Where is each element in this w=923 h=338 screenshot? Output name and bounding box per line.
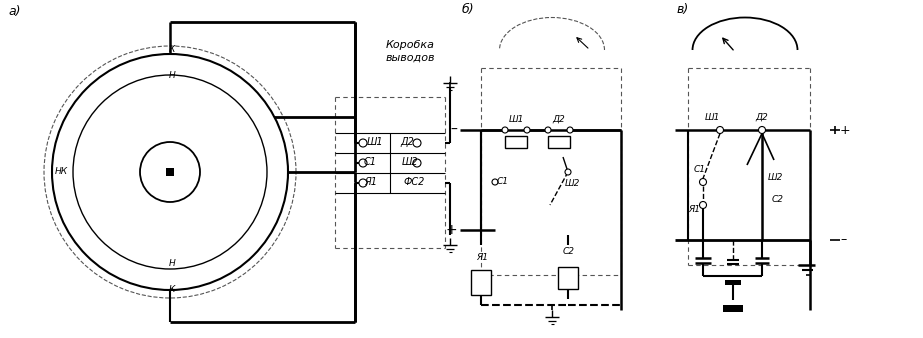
Text: Д2: Д2	[553, 115, 566, 123]
Circle shape	[545, 127, 551, 133]
Circle shape	[413, 159, 421, 167]
Text: Я1: Я1	[476, 252, 488, 262]
Circle shape	[524, 127, 530, 133]
Text: –: –	[450, 123, 457, 137]
Text: К: К	[169, 286, 175, 294]
Circle shape	[359, 139, 367, 147]
Text: Ш2: Ш2	[402, 157, 418, 167]
Text: С2: С2	[563, 247, 575, 257]
Bar	[166, 168, 174, 176]
Text: С2: С2	[772, 195, 784, 204]
Text: выводов: выводов	[385, 53, 435, 63]
Circle shape	[492, 179, 498, 185]
Circle shape	[502, 127, 508, 133]
Circle shape	[700, 201, 706, 209]
Text: Д2: Д2	[400, 137, 414, 147]
Circle shape	[73, 75, 267, 269]
Text: +: +	[446, 223, 457, 237]
Text: Н: Н	[169, 259, 175, 267]
Text: НК: НК	[54, 168, 67, 176]
Bar	[548, 136, 570, 148]
Text: Я1: Я1	[688, 206, 700, 215]
Circle shape	[565, 169, 571, 175]
Text: С1: С1	[497, 177, 509, 187]
Circle shape	[52, 54, 288, 290]
Bar	[558, 267, 578, 289]
Circle shape	[359, 179, 367, 187]
Circle shape	[140, 142, 200, 202]
Text: Ш1: Ш1	[704, 113, 720, 121]
Text: б): б)	[462, 3, 474, 17]
Circle shape	[700, 178, 706, 186]
Circle shape	[413, 139, 421, 147]
Bar	[723, 305, 743, 312]
Text: Я1: Я1	[365, 177, 378, 187]
Text: а): а)	[8, 5, 20, 19]
Text: Коробка: Коробка	[386, 40, 435, 50]
Text: +: +	[840, 123, 851, 137]
Bar	[505, 136, 527, 148]
Text: –: –	[840, 234, 846, 246]
Bar	[471, 270, 491, 295]
Text: С1: С1	[364, 157, 377, 167]
Circle shape	[567, 127, 573, 133]
Text: Н: Н	[169, 72, 175, 80]
Text: К: К	[169, 46, 175, 54]
Circle shape	[716, 126, 724, 134]
Circle shape	[359, 159, 367, 167]
Text: ФС2: ФС2	[403, 177, 425, 187]
Text: Ш1: Ш1	[366, 137, 383, 147]
Text: С1: С1	[694, 166, 706, 174]
Text: Ш1: Ш1	[509, 115, 523, 123]
Bar	[725, 280, 741, 285]
Text: Д2: Д2	[756, 113, 768, 121]
Circle shape	[759, 126, 765, 134]
Text: Ш2: Ш2	[767, 173, 783, 183]
Text: Ш2: Ш2	[564, 178, 580, 188]
Text: в): в)	[677, 3, 689, 17]
